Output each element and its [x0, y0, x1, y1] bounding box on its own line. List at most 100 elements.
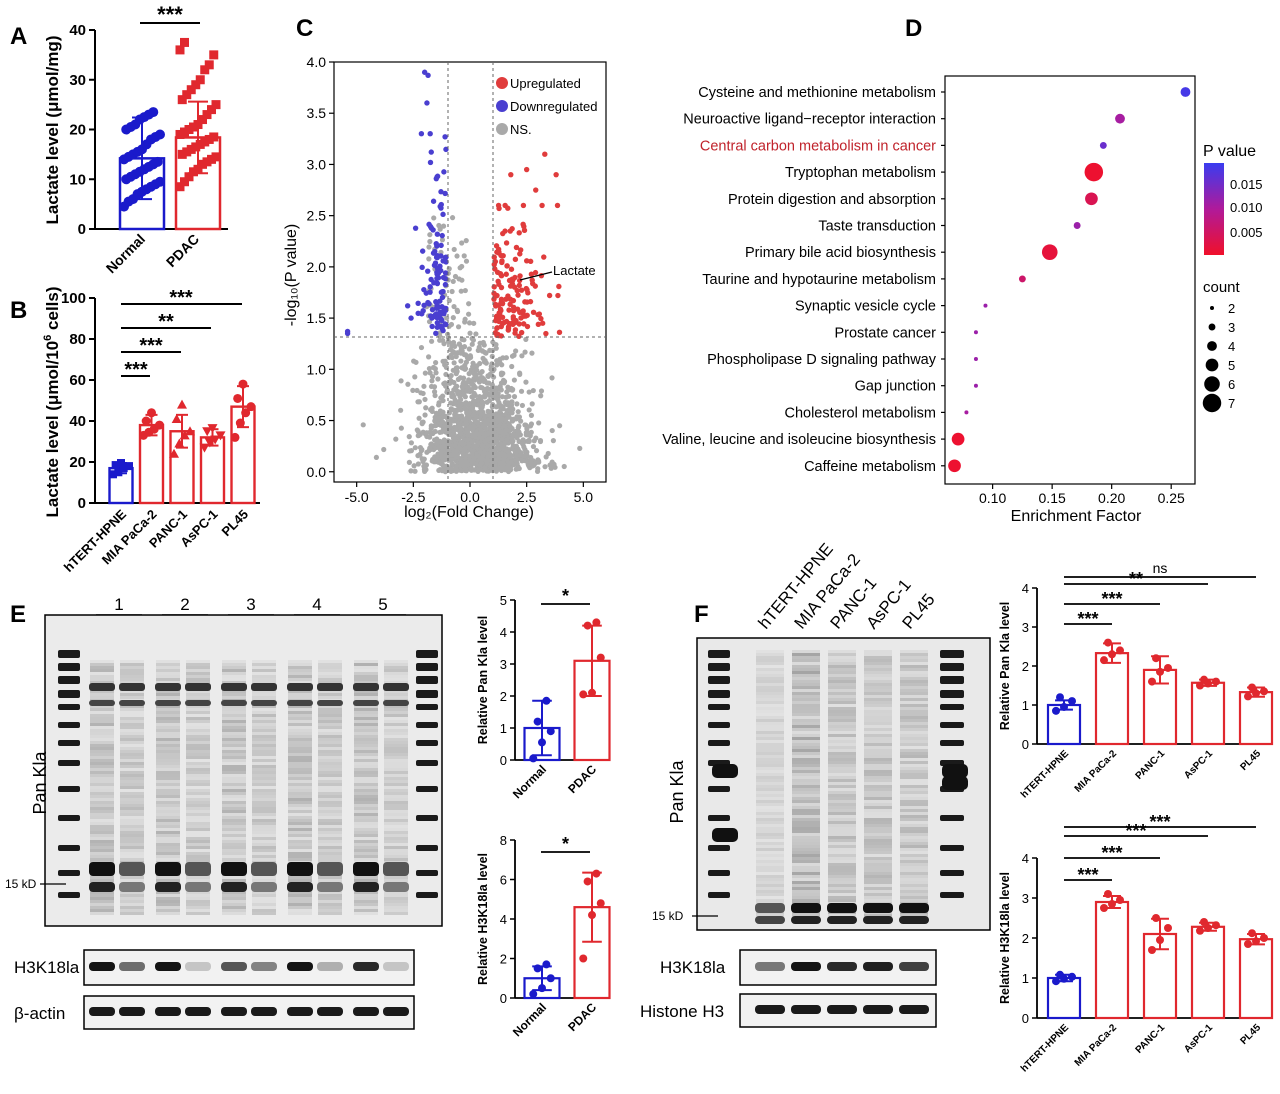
blot-smear — [384, 765, 408, 768]
blot-smear — [756, 827, 784, 830]
panel-d-pathway-label-5: Taste transduction — [818, 219, 936, 235]
blot-smear — [756, 818, 784, 821]
blot-smear — [186, 798, 210, 801]
blot-smear — [186, 894, 210, 897]
blot-smear — [120, 753, 144, 756]
blot-band-actin — [89, 1007, 115, 1016]
panel-c-point-down — [408, 315, 414, 321]
blot-smear — [318, 834, 342, 837]
panel-c-point-ns — [532, 460, 539, 466]
panel-c-point-down — [430, 198, 437, 204]
blot-smear — [384, 906, 408, 909]
panel-c-point-ns — [424, 430, 430, 436]
blot-smear — [792, 740, 820, 743]
blot-smear — [90, 759, 114, 762]
E1-point — [546, 727, 555, 736]
blot-smear — [222, 843, 246, 846]
blot-smear — [864, 740, 892, 743]
F2-point — [1260, 934, 1268, 942]
panel-c-point-ns — [515, 431, 521, 437]
blot-ladder-band — [58, 663, 80, 671]
blot-smear — [900, 815, 928, 818]
panel-b-point — [114, 468, 123, 477]
panel-a-point — [177, 95, 187, 105]
panel-c-point-ns — [451, 394, 457, 400]
blot-smear — [186, 855, 210, 858]
panel-c-point-ns — [528, 454, 534, 461]
blot-smear — [288, 717, 312, 720]
blot-smear — [900, 752, 928, 755]
F2-sig-3: *** — [1149, 812, 1170, 832]
panel-c-point-up — [515, 292, 521, 298]
blot-smear — [222, 759, 246, 762]
blot-smear — [120, 813, 144, 816]
blot-smear — [186, 834, 210, 837]
panel-c-point-up — [494, 249, 500, 255]
blot-smear — [90, 780, 114, 783]
panel-c-point-ns — [460, 450, 466, 456]
blot-smear — [120, 756, 144, 759]
panel-c-point-up — [499, 259, 505, 266]
panel-c-point-ns — [509, 353, 516, 359]
panel-b-ytick-label: 0 — [78, 495, 86, 512]
blot-smear — [354, 765, 378, 768]
F1-ytick-label: 0 — [1022, 737, 1029, 752]
blot-smear — [156, 840, 180, 843]
blot-smear — [318, 696, 342, 699]
blot-smear — [756, 830, 784, 833]
blot-smear — [318, 876, 342, 879]
panel-d-count-label-4: 6 — [1228, 377, 1235, 392]
blot-smear — [384, 789, 408, 792]
blot-band-actin — [119, 1007, 145, 1016]
panel-c-ytick-label: 2.5 — [307, 208, 327, 224]
blot-smear — [792, 827, 820, 830]
E2-point — [592, 869, 601, 878]
blot-ladder-band — [708, 845, 730, 851]
blot-smear — [222, 909, 246, 912]
panel-c-point-ns — [427, 238, 433, 245]
blot-smear — [318, 708, 342, 711]
blot-smear — [792, 701, 820, 704]
blot-smear — [900, 779, 928, 782]
panel-c-point-ns — [440, 439, 447, 445]
blot-smear — [156, 852, 180, 855]
blot-smear — [384, 678, 408, 681]
blot-smear — [384, 909, 408, 912]
blot-smear — [318, 753, 342, 756]
blot-ladder-band — [416, 676, 438, 684]
blot-smear — [900, 737, 928, 740]
E1-point — [542, 696, 551, 705]
blot-smear — [120, 897, 144, 900]
panel-c-point-ns — [406, 459, 412, 465]
blot-smear — [354, 681, 378, 684]
panel-c-point-ns — [545, 450, 551, 457]
panel-c-point-ns — [459, 365, 465, 371]
blot-smear — [828, 863, 856, 866]
panel-c-point-ns — [426, 365, 432, 372]
blot-smear — [90, 723, 114, 726]
blot-ladder-band — [58, 650, 80, 658]
panel-d-pathway-label-6: Primary bile acid biosynthesis — [745, 245, 936, 261]
blot-smear — [252, 744, 276, 747]
panel-c-point-down — [425, 72, 431, 79]
blot-ladder-band — [940, 663, 964, 671]
blot-smear — [900, 890, 928, 893]
F1-ytick-label: 4 — [1022, 581, 1029, 596]
panel-c-point-up — [513, 244, 520, 251]
blot-smear — [828, 866, 856, 869]
blot-smear — [354, 831, 378, 834]
blot-smear — [288, 750, 312, 753]
blot-smear — [288, 774, 312, 777]
blot-smear — [252, 666, 276, 669]
blot-band — [221, 882, 247, 892]
panel-c-point-up — [536, 311, 543, 317]
F2-point — [1104, 890, 1112, 898]
blot-ladder-band — [708, 815, 730, 821]
blot-smear — [354, 714, 378, 717]
panel-d-bubble-8 — [983, 303, 988, 308]
panel-c-point-ns — [459, 263, 465, 270]
F2-sig-0: *** — [1077, 865, 1098, 885]
blot-smear — [222, 750, 246, 753]
panel-c-point-up — [492, 258, 499, 265]
panel-c-point-ns — [449, 288, 455, 295]
